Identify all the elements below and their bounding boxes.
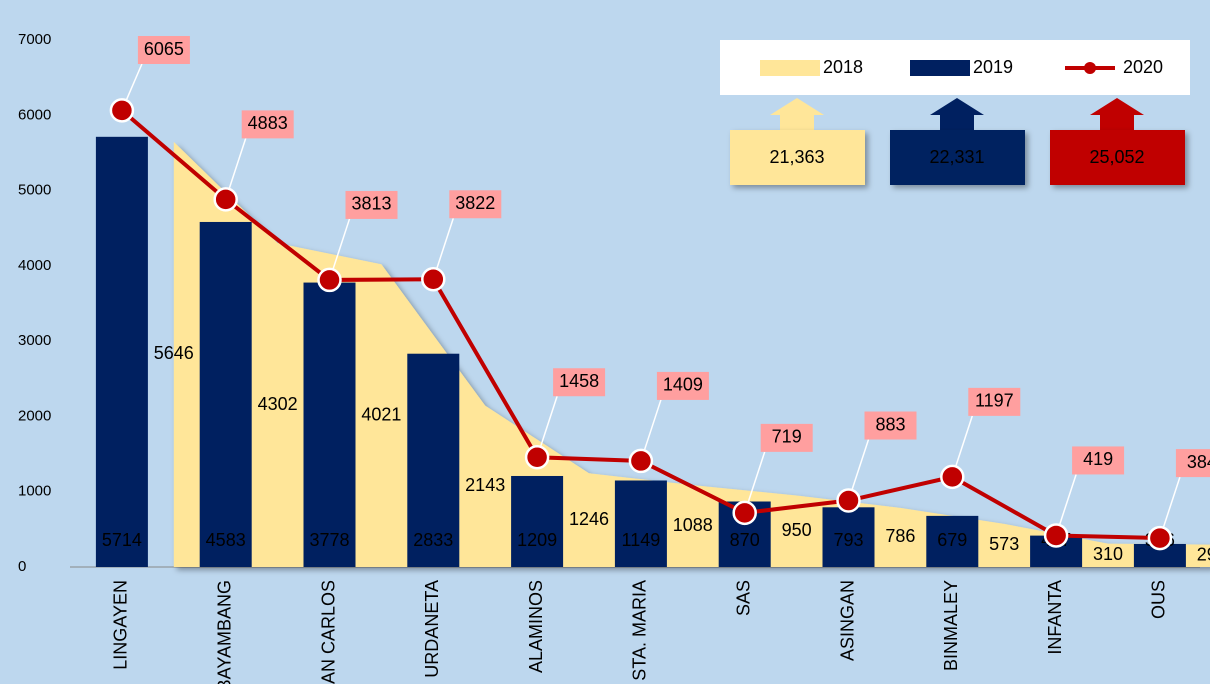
bar [511, 475, 564, 567]
x-tick-label: SAS [733, 580, 753, 616]
bar [614, 480, 667, 567]
y-tick-label: 2000 [18, 407, 51, 424]
data-label: 786 [885, 526, 915, 546]
legend-swatch [910, 60, 970, 76]
data-label: 5714 [102, 530, 142, 550]
x-tick-label: BAYAMBANG [214, 580, 234, 684]
label-box [760, 423, 813, 452]
y-tick-label: 4000 [18, 257, 51, 274]
total-box [730, 130, 865, 185]
label-box [968, 387, 1021, 416]
marker [1043, 523, 1069, 548]
data-label: 3778 [309, 530, 349, 550]
label-box [1175, 449, 1210, 478]
data-label: 2143 [465, 475, 505, 495]
data-label: 6065 [144, 39, 184, 59]
x-tick-label: URDANETA [422, 580, 442, 678]
bar [199, 221, 252, 567]
total-label: 22,331 [929, 147, 984, 167]
label-box [864, 411, 917, 440]
data-label: 4021 [361, 404, 401, 424]
data-label: 679 [937, 530, 967, 550]
data-label: 384 [1187, 452, 1210, 472]
data-label: 1149 [622, 530, 661, 550]
data-label: 573 [989, 534, 1019, 554]
y-tick-label: 5000 [18, 182, 51, 199]
data-label: 883 [875, 414, 905, 434]
total-box [890, 130, 1025, 185]
marker [732, 500, 757, 526]
label-box [1072, 446, 1125, 475]
marker [836, 488, 861, 513]
x-tick-label: STA. MARIA [630, 580, 650, 681]
x-tick-label: BINMALEY [941, 580, 961, 671]
x-tick-label: SAN CARLOS [318, 580, 338, 684]
data-label: 1209 [517, 530, 557, 550]
y-tick-label: 1000 [18, 483, 51, 500]
marker [317, 267, 342, 293]
legend-swatch [760, 60, 820, 76]
y-tick-label: 3000 [18, 332, 51, 349]
total-label: 21,363 [769, 147, 824, 167]
data-label: 1088 [673, 515, 713, 535]
x-tick-label: ASINGAN [837, 580, 857, 661]
legend-label: 2018 [823, 57, 863, 77]
bar [95, 136, 148, 567]
x-tick-label: OUS [1149, 580, 1169, 619]
bar [822, 507, 875, 567]
data-label: 3813 [351, 194, 391, 214]
x-tick-label: LINGAYEN [111, 580, 131, 670]
y-tick-label: 6000 [18, 106, 51, 123]
data-label: 1409 [663, 375, 703, 395]
data-label: 5646 [154, 343, 194, 363]
bar [926, 515, 979, 567]
bar [303, 282, 356, 567]
label-box [449, 190, 502, 219]
y-tick-label: 7000 [18, 31, 51, 48]
legend-label: 2019 [973, 57, 1013, 77]
data-label: 719 [772, 427, 802, 447]
arrow [1090, 98, 1144, 130]
data-label: 3822 [455, 193, 495, 213]
x-tick-label: INFANTA [1045, 580, 1065, 655]
arrow [770, 98, 824, 130]
label-box [345, 190, 398, 219]
data-label: 870 [730, 530, 760, 550]
total-label: 25,052 [1089, 147, 1144, 167]
marker [524, 444, 550, 470]
legend-label: 2020 [1123, 57, 1163, 77]
x-tick-label: ALAMINOS [526, 580, 546, 673]
label-box [241, 110, 294, 139]
data-label: 1458 [559, 371, 599, 391]
data-label: 298 [1197, 545, 1210, 565]
label-box [656, 371, 709, 400]
marker [628, 448, 654, 474]
data-label: 419 [1083, 449, 1113, 469]
data-label: 310 [1093, 544, 1123, 564]
marker [109, 98, 135, 123]
marker [421, 267, 446, 292]
data-label: 950 [782, 520, 812, 540]
data-label: 4583 [206, 530, 246, 550]
marker [940, 464, 965, 490]
data-label: 1197 [975, 391, 1014, 411]
data-label: 4302 [258, 394, 298, 414]
bar [1133, 543, 1186, 567]
arrow [930, 98, 984, 130]
data-label: 2833 [413, 530, 453, 550]
marker [213, 187, 238, 212]
label-box [137, 36, 190, 64]
y-tick-label: 0 [18, 558, 26, 575]
label-box [553, 368, 606, 397]
bar [407, 353, 460, 567]
data-label: 793 [833, 530, 863, 550]
marker [1147, 525, 1173, 551]
total-box [1050, 130, 1185, 185]
data-label: 4883 [248, 113, 288, 133]
legend-swatch [1084, 62, 1096, 74]
data-label: 1246 [569, 509, 609, 529]
